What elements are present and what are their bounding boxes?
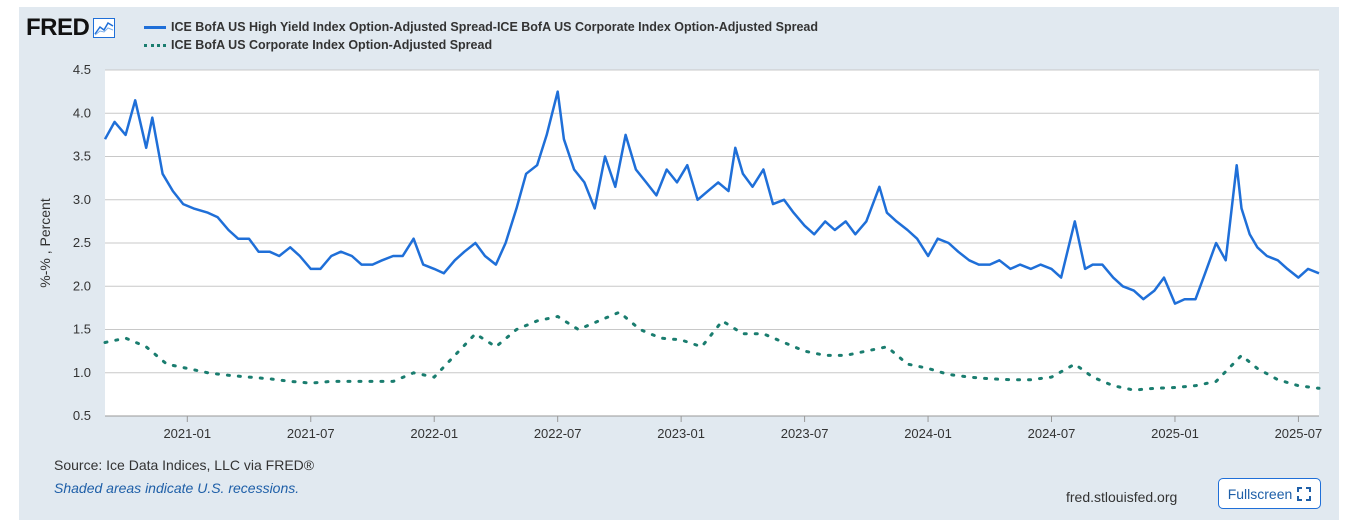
y-axis-label: %-% , Percent xyxy=(37,198,53,288)
x-tick-label: 2022-07 xyxy=(534,426,582,441)
x-tick-label: 2024-07 xyxy=(1028,426,1076,441)
x-tick-label: 2021-07 xyxy=(287,426,335,441)
legend-item-corporate[interactable]: ICE BofA US Corporate Index Option-Adjus… xyxy=(144,36,818,54)
y-tick-label: 1.0 xyxy=(73,365,91,380)
x-tick-label: 2025-07 xyxy=(1275,426,1323,441)
x-tick-label: 2022-01 xyxy=(410,426,458,441)
y-tick-label: 2.0 xyxy=(73,278,91,293)
y-tick-label: 2.5 xyxy=(73,235,91,250)
y-tick-label: 4.5 xyxy=(73,62,91,77)
chart-icon xyxy=(93,18,116,38)
series-corporate-line xyxy=(103,310,1321,392)
y-tick-label: 1.5 xyxy=(73,322,91,337)
y-tick-label: 3.5 xyxy=(73,149,91,164)
recession-note: Shaded areas indicate U.S. recessions. xyxy=(54,480,300,496)
legend-swatch-dotted xyxy=(144,43,166,47)
fullscreen-button[interactable]: Fullscreen xyxy=(1218,478,1321,509)
x-tick-label: 2025-01 xyxy=(1151,426,1199,441)
source-text: Source: Ice Data Indices, LLC via FRED® xyxy=(54,457,315,473)
legend-label-high-yield: ICE BofA US High Yield Index Option-Adju… xyxy=(171,20,819,34)
legend-label-corporate: ICE BofA US Corporate Index Option-Adjus… xyxy=(171,38,493,52)
x-tick-label: 2023-07 xyxy=(781,426,829,441)
site-url[interactable]: fred.stlouisfed.org xyxy=(1066,489,1178,505)
x-tick-label: 2021-01 xyxy=(163,426,211,441)
y-tick-label: 0.5 xyxy=(73,408,91,423)
fullscreen-label: Fullscreen xyxy=(1227,485,1293,502)
y-tick-label: 3.0 xyxy=(73,192,91,207)
x-tick-label: 2023-01 xyxy=(657,426,705,441)
fred-logo[interactable]: FRED xyxy=(26,14,116,42)
legend-swatch-solid xyxy=(144,25,166,29)
y-tick-label: 4.0 xyxy=(73,105,91,120)
series-high-yield-line xyxy=(103,90,1320,305)
chart-legend: ICE BofA US High Yield Index Option-Adju… xyxy=(144,18,818,54)
fred-logo-text: FRED xyxy=(26,14,90,41)
x-tick-label: 2024-01 xyxy=(904,426,952,441)
legend-item-high-yield[interactable]: ICE BofA US High Yield Index Option-Adju… xyxy=(144,18,818,36)
fullscreen-icon xyxy=(1297,486,1312,501)
